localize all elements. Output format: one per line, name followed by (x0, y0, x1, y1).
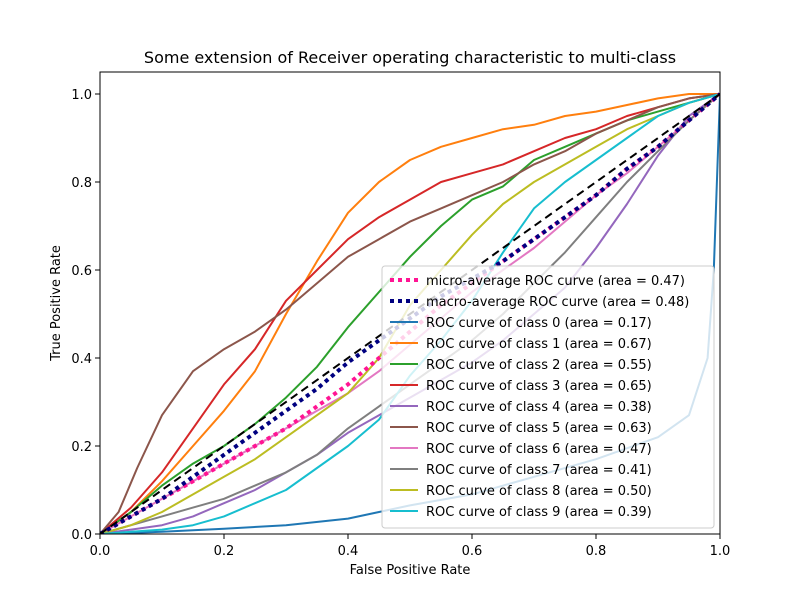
legend-entry-0: micro-average ROC curve (area = 0.47) (426, 274, 685, 289)
legend-entry-10: ROC curve of class 8 (area = 0.50) (426, 484, 652, 499)
x-tick-label: 0.0 (90, 544, 111, 559)
y-axis-label: True Positive Rate (49, 245, 64, 362)
legend-entry-3: ROC curve of class 1 (area = 0.67) (426, 337, 652, 352)
legend-entry-5: ROC curve of class 3 (area = 0.65) (426, 379, 652, 394)
legend-box (381, 265, 715, 529)
legend-entry-7: ROC curve of class 5 (area = 0.63) (426, 421, 652, 436)
x-tick-label: 0.2 (214, 544, 235, 559)
series-line-5 (100, 93, 720, 534)
series-line-7 (100, 93, 720, 534)
y-tick-label: 0.4 (71, 352, 92, 367)
y-tick-label: 0.0 (71, 528, 92, 543)
legend-entry-8: ROC curve of class 6 (area = 0.47) (426, 442, 652, 457)
legend: micro-average ROC curve (area = 0.47) mac… (381, 265, 715, 529)
axes-frame (99, 71, 721, 535)
legend-entry-6: ROC curve of class 4 (area = 0.38) (426, 400, 652, 415)
y-tick-label: 0.6 (71, 264, 92, 279)
legend-entry-9: ROC curve of class 7 (area = 0.41) (426, 463, 652, 478)
chart-title: Some extension of Receiver operating cha… (144, 48, 676, 67)
x-axis-label: False Positive Rate (350, 563, 471, 578)
series-line-3 (100, 93, 720, 534)
y-tick-label: 0.8 (71, 176, 92, 191)
x-tick-label: 0.4 (338, 544, 359, 559)
x-tick-label: 0.8 (586, 544, 607, 559)
legend-entry-1: macro-average ROC curve (area = 0.48) (426, 295, 689, 310)
legend-entry-4: ROC curve of class 2 (area = 0.55) (426, 358, 652, 373)
legend-entry-11: ROC curve of class 9 (area = 0.39) (426, 505, 652, 520)
y-tick-label: 0.2 (71, 440, 92, 455)
y-tick-label: 1.0 (71, 88, 92, 103)
x-tick-label: 0.6 (462, 544, 483, 559)
x-tick-label: 1.0 (710, 544, 731, 559)
legend-entry-2: ROC curve of class 0 (area = 0.17) (426, 316, 652, 331)
